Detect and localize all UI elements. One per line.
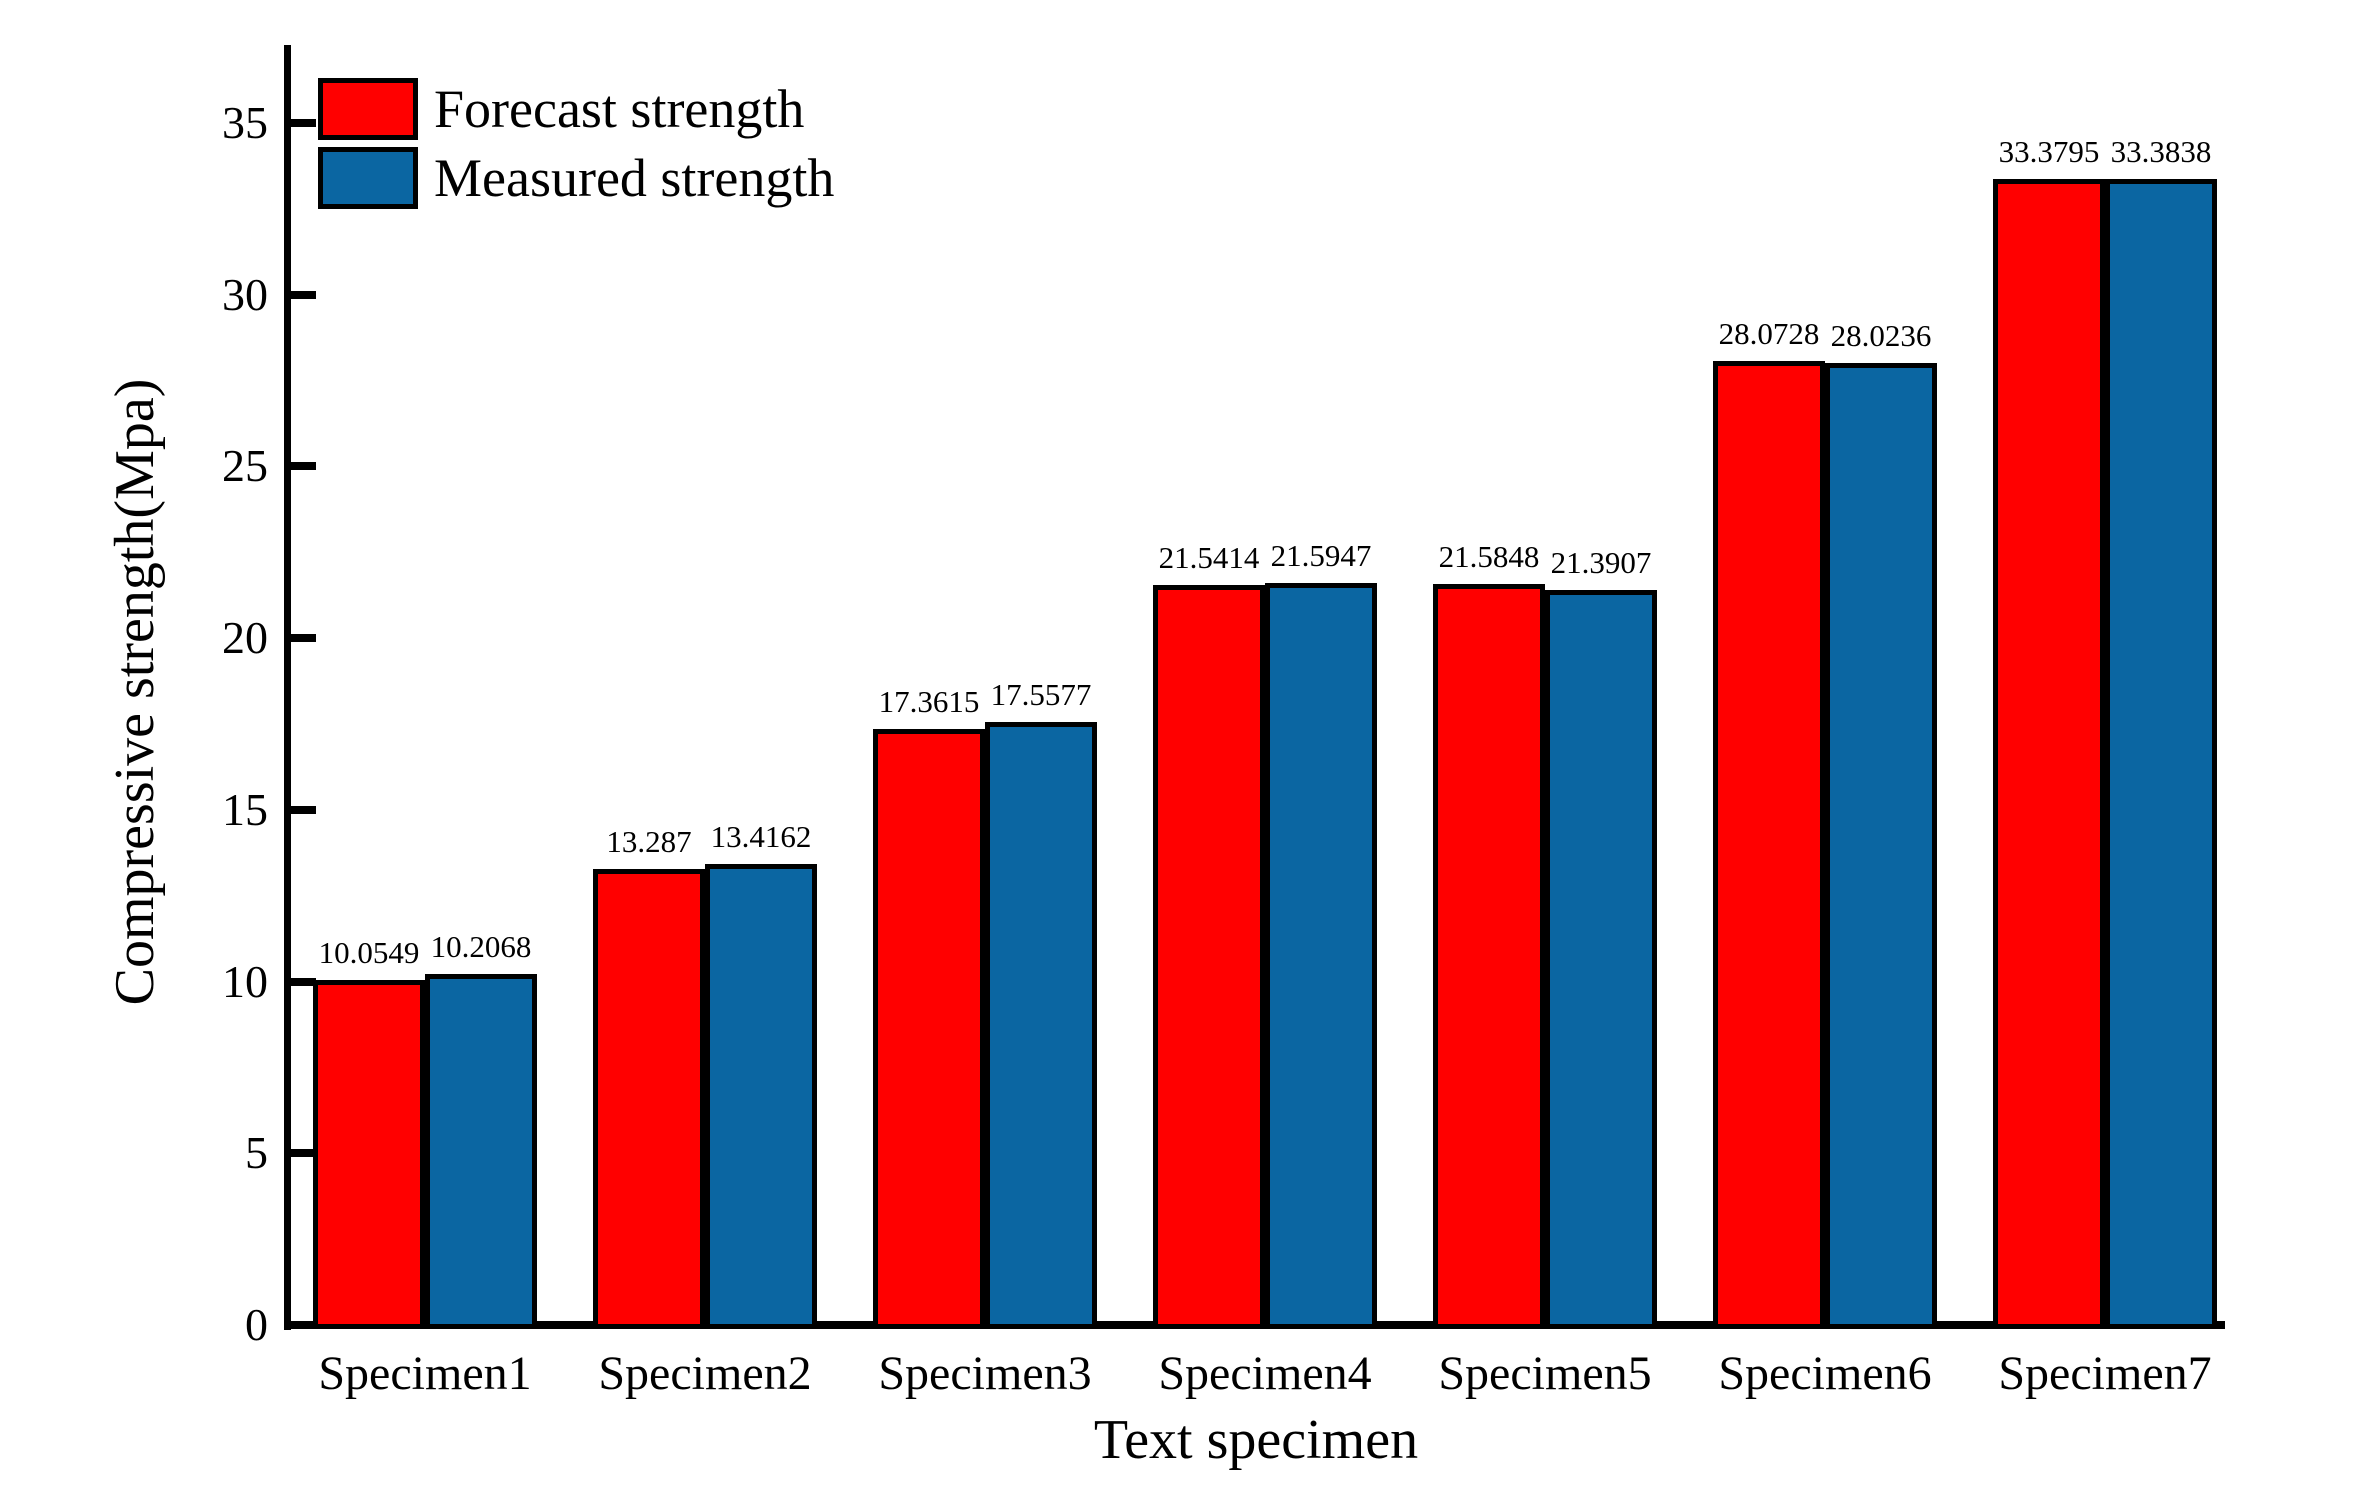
bar-measured-specimen2 (705, 864, 817, 1329)
bar-value-label: 21.5414 (1158, 540, 1260, 576)
legend-item: Forecast strength (318, 78, 834, 140)
bar-value-label: 13.4162 (710, 819, 812, 855)
y-axis-tick (291, 634, 316, 643)
bar-value-label: 28.0728 (1718, 315, 1820, 351)
bar-value-label: 10.0549 (318, 934, 420, 970)
bar-value-label: 17.3615 (878, 683, 980, 719)
bar-value-label: 28.0236 (1830, 317, 1932, 353)
bar-value-label: 33.3795 (1998, 133, 2100, 169)
y-axis-tick (291, 1149, 316, 1158)
bar-forecast-specimen4 (1153, 585, 1265, 1329)
bar-value-label: 21.3907 (1550, 545, 1652, 581)
y-axis-tick-label: 0 (245, 1299, 268, 1350)
bar-measured-specimen5 (1545, 590, 1657, 1329)
y-axis-tick (291, 119, 316, 127)
bar-measured-specimen6 (1825, 362, 1937, 1329)
bar-forecast-specimen7 (1993, 178, 2105, 1329)
bar-measured-specimen4 (1265, 583, 1377, 1329)
bar-forecast-specimen5 (1433, 583, 1545, 1329)
x-axis-category-label: Specimen1 (318, 1347, 532, 1400)
bar-value-label: 13.287 (606, 823, 692, 859)
bar-forecast-specimen2 (593, 868, 705, 1329)
bar-forecast-specimen1 (313, 979, 425, 1329)
y-axis-tick (291, 290, 316, 299)
x-axis-category-label: Specimen3 (878, 1347, 1092, 1400)
legend-label: Forecast strength (434, 79, 805, 139)
y-axis-title: Compressive strength(Mpa) (104, 378, 166, 1006)
x-axis-category-label: Specimen6 (1718, 1347, 1932, 1400)
y-axis-tick-label: 30 (222, 268, 268, 320)
y-axis-tick-label: 5 (245, 1127, 268, 1179)
bar-value-label: 21.5848 (1438, 538, 1540, 574)
y-axis-line (284, 45, 291, 1330)
y-axis-tick-label: 20 (222, 612, 268, 664)
y-axis-tick-label: 25 (222, 440, 268, 492)
y-axis-tick (291, 462, 316, 471)
legend-item: Measured strength (318, 147, 834, 209)
x-axis-category-label: Specimen4 (1158, 1347, 1372, 1400)
legend-swatch-icon (318, 78, 418, 140)
bar-measured-specimen3 (985, 722, 1097, 1329)
y-axis-tick (291, 1321, 316, 1329)
bar-forecast-specimen3 (873, 728, 985, 1329)
bar-value-label: 17.5577 (990, 677, 1092, 713)
x-axis-category-label: Specimen5 (1438, 1347, 1652, 1400)
y-axis-tick (291, 977, 316, 986)
legend-swatch-icon (318, 147, 418, 209)
x-axis-category-label: Specimen2 (598, 1347, 812, 1400)
bar-value-label: 10.2068 (430, 929, 532, 965)
bar-value-label: 21.5947 (1270, 538, 1372, 574)
x-axis-category-label: Specimen7 (1998, 1347, 2212, 1400)
bar-measured-specimen1 (425, 974, 537, 1329)
y-axis-tick (291, 805, 316, 814)
y-axis-tick-label: 35 (222, 97, 268, 148)
x-axis-title: Text specimen (1093, 1409, 1419, 1471)
bar-measured-specimen7 (2105, 178, 2217, 1329)
bar-value-label: 33.3838 (2110, 133, 2212, 169)
legend: Forecast strength Measured strength (318, 78, 834, 216)
bar-forecast-specimen6 (1713, 360, 1825, 1329)
y-axis-tick-label: 10 (222, 955, 268, 1007)
y-axis-tick-label: 15 (222, 783, 268, 835)
legend-label: Measured strength (434, 148, 835, 208)
